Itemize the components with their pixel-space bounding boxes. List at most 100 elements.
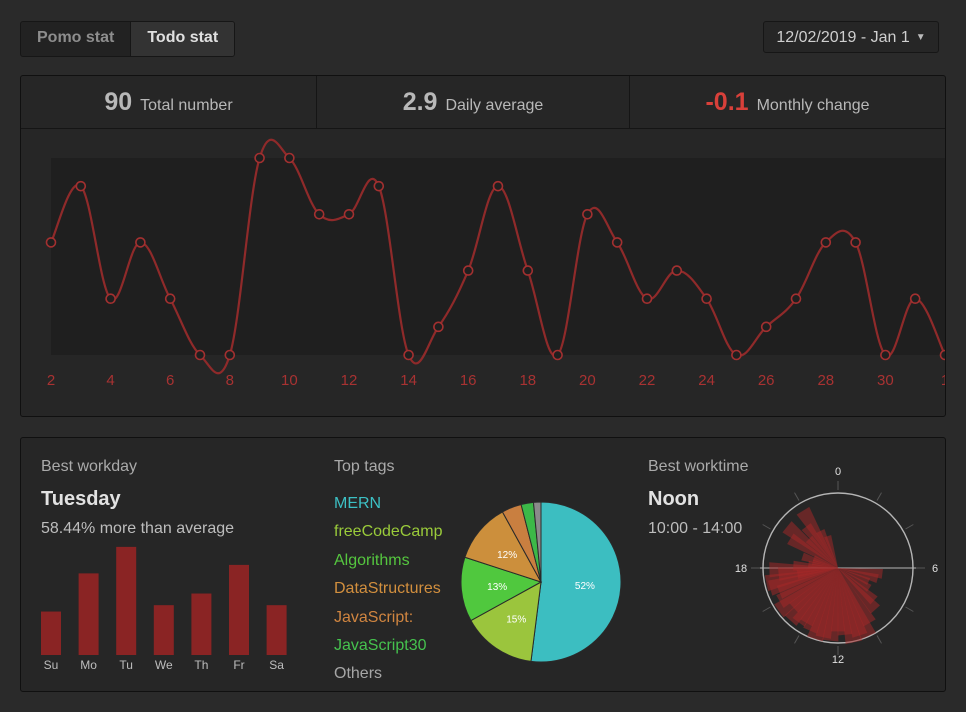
bar-fr[interactable] (229, 564, 249, 655)
date-range-label: 12/02/2019 - Jan 1 (776, 29, 910, 47)
clock-label-6: 6 (932, 563, 938, 575)
data-point-25[interactable] (731, 349, 742, 361)
bar-label-su: Su (44, 658, 59, 670)
x-tick-label: 22 (639, 372, 656, 389)
worktime-spoke (774, 568, 838, 618)
bar-label-mo: Mo (80, 658, 97, 670)
worktime-spoke (838, 568, 876, 640)
data-point-14[interactable] (403, 349, 414, 361)
x-tick-label: 10 (281, 372, 298, 389)
x-tick-label: 14 (400, 372, 417, 389)
worktime-spoke (801, 523, 838, 568)
tag-legend-item[interactable]: Algorithms (334, 551, 410, 569)
bar-su[interactable] (41, 611, 61, 655)
worktime-spoke (805, 535, 838, 568)
stat-total-value: 90 (104, 88, 133, 116)
data-point-15[interactable] (433, 321, 444, 333)
data-point-24[interactable] (701, 293, 712, 305)
data-point-11[interactable] (313, 208, 325, 220)
data-point-19[interactable] (552, 349, 563, 361)
worktime-spoke (838, 568, 868, 638)
x-tick-label: 16 (460, 372, 477, 389)
data-point-28[interactable] (820, 237, 832, 248)
data-point-31[interactable] (909, 293, 921, 305)
stat-monthly-change: -0.1 Monthly change (630, 76, 945, 128)
data-point-29[interactable] (850, 237, 861, 248)
tag-legend-item[interactable]: Others (334, 665, 383, 683)
date-range-picker[interactable]: 12/02/2019 - Jan 1 ▼ (763, 21, 939, 53)
tab-pomo-stat[interactable]: Pomo stat (37, 29, 115, 46)
worktime-spoke (812, 555, 838, 568)
data-point-2[interactable] (45, 237, 57, 248)
x-tick-label: 28 (817, 372, 834, 389)
tag-legend-item[interactable]: JavaScript: (334, 608, 414, 626)
x-tick-label: 30 (877, 372, 894, 389)
bar-we[interactable] (153, 605, 174, 655)
data-point-9[interactable] (254, 152, 265, 164)
clock-tick (762, 606, 771, 612)
worktime-spoke (824, 534, 838, 568)
data-point-21[interactable] (611, 237, 623, 248)
worktime-spoke (796, 506, 838, 568)
bar-sa[interactable] (266, 605, 287, 655)
data-point-7[interactable] (194, 349, 206, 361)
data-point-4[interactable] (105, 293, 116, 305)
data-point-6[interactable] (164, 293, 176, 305)
worktime-spoke (838, 568, 872, 592)
pie-slice-algorithms[interactable] (460, 556, 543, 622)
data-point-23[interactable] (671, 265, 683, 276)
data-point-18[interactable] (522, 265, 534, 276)
pie-slice-label: 15% (506, 614, 526, 625)
stat-daily-average-value: 2.9 (402, 88, 438, 116)
data-point-3[interactable] (75, 180, 87, 192)
tag-legend-item[interactable]: freeCodeCamp (334, 523, 443, 541)
worktime-spoke (789, 568, 838, 613)
bar-mo[interactable] (78, 573, 99, 655)
bar-label-we: We (155, 658, 173, 670)
pie-slice-label: 52% (575, 581, 595, 592)
pie-slice-freecodecamp[interactable] (470, 581, 542, 662)
bar-tu[interactable] (116, 546, 137, 655)
data-point-17[interactable] (492, 180, 504, 192)
best-workday-note: 58.44% more than average (41, 520, 235, 537)
tab-todo-stat[interactable]: Todo stat (130, 22, 235, 56)
tag-legend-item[interactable]: JavaScript30 (334, 636, 427, 654)
stat-monthly-change-value: -0.1 (705, 88, 749, 116)
pie-slice-datastructures[interactable] (464, 511, 543, 583)
data-point-22[interactable] (641, 293, 653, 305)
best-worktime-period: Noon (648, 488, 700, 510)
worktime-spoke (838, 568, 876, 627)
tag-legend-item[interactable]: MERN (334, 495, 382, 512)
worktime-spoke (816, 529, 838, 568)
daily-stat-panel: 90 Total number 2.9 Daily average -0.1 M… (20, 75, 946, 417)
bar-th[interactable] (191, 593, 212, 655)
tag-legend-item[interactable]: DataStructures (334, 580, 441, 598)
data-point-13[interactable] (373, 180, 385, 192)
data-point-26[interactable] (760, 321, 772, 333)
clock-tick (794, 492, 800, 501)
pie-slice-mern[interactable] (530, 501, 622, 663)
stat-summary: 90 Total number 2.9 Daily average -0.1 M… (21, 76, 945, 129)
data-point-27[interactable] (790, 293, 802, 305)
x-tick-label: 6 (166, 372, 174, 389)
clock-label-12: 12 (832, 654, 844, 666)
worktime-radial-chart: 0 6 12 18 (735, 466, 938, 666)
data-point-30[interactable] (880, 349, 891, 361)
worktime-spoke (838, 568, 881, 614)
data-point-32[interactable] (939, 349, 946, 361)
stat-total-label: Total number (140, 97, 233, 114)
data-point-8[interactable] (224, 349, 236, 361)
x-tick-label: 8 (226, 372, 234, 389)
clock-tick (876, 492, 882, 501)
clock-tick (876, 635, 882, 644)
x-tick-label: 1 (941, 372, 945, 389)
top-tags-title: Top tags (334, 458, 395, 475)
data-point-5[interactable] (135, 237, 146, 248)
data-point-12[interactable] (343, 208, 355, 220)
clock-tick (905, 606, 914, 612)
data-point-20[interactable] (582, 208, 593, 220)
caret-down-icon: ▼ (915, 32, 926, 43)
pie-slice-others[interactable] (532, 501, 542, 583)
data-point-10[interactable] (284, 152, 295, 164)
data-point-16[interactable] (462, 265, 474, 276)
